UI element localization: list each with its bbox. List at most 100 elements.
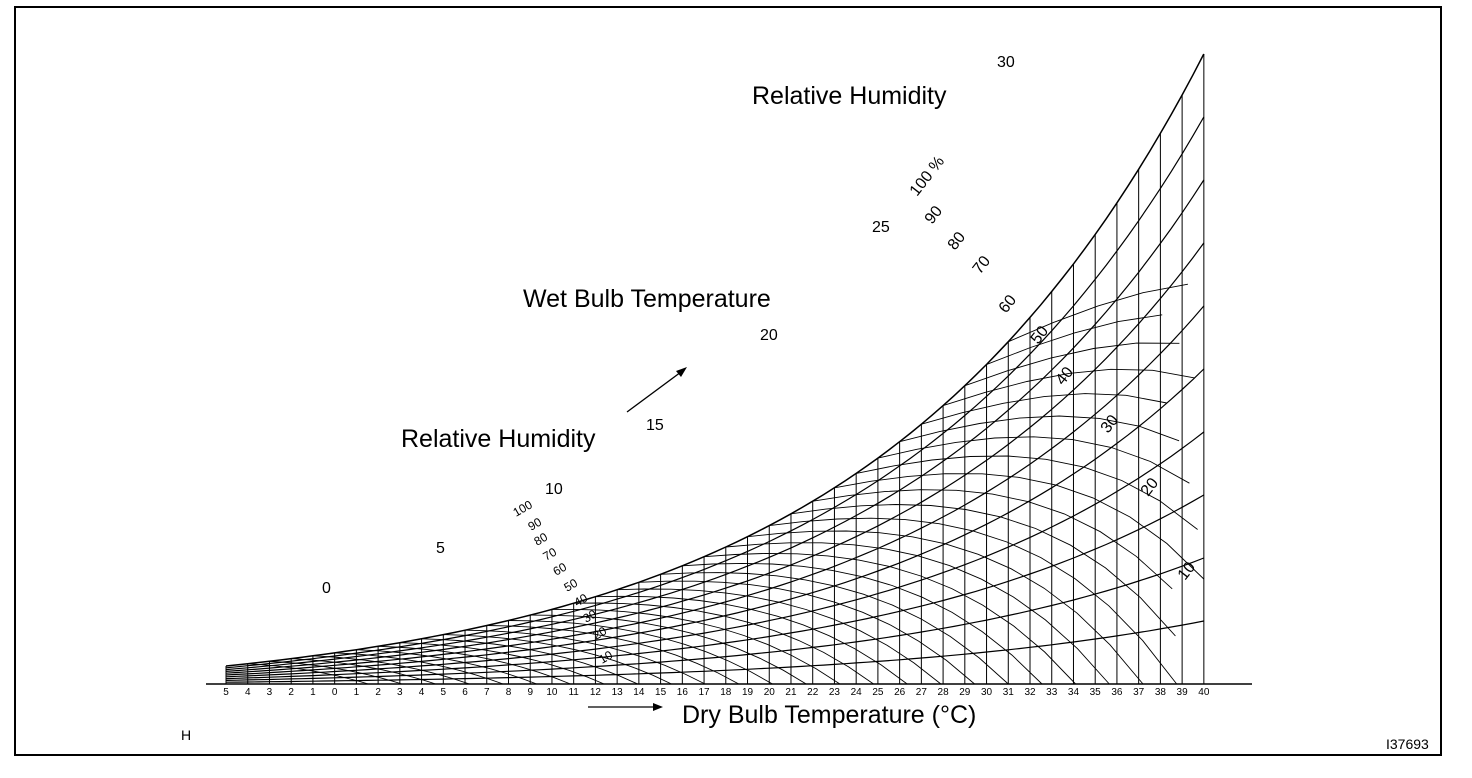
rh-curve	[225, 494, 1205, 680]
rh-curve-label: 90	[922, 203, 946, 228]
x-tick-label: 32	[1024, 687, 1036, 698]
rh-curve	[225, 557, 1205, 681]
wet-bulb-line	[986, 314, 1163, 365]
x-tick-label: 18	[720, 687, 732, 698]
rh-top-label: Relative Humidity	[752, 82, 947, 110]
x-tick-label: 16	[677, 687, 689, 698]
x-tick-label: 1	[354, 687, 360, 698]
rh-curve	[225, 116, 1205, 669]
wet-bulb-line	[812, 489, 1173, 590]
rh-left-label: Relative Humidity	[401, 425, 596, 453]
wet-bulb-line	[942, 368, 1195, 407]
rh-curve-label: 50	[1028, 323, 1052, 348]
x-tick-label: 9	[527, 687, 533, 698]
x-tick-label: 12	[590, 687, 602, 698]
corner-h-label: H	[181, 727, 191, 743]
rh-curve	[225, 305, 1205, 674]
x-tick-label: 26	[894, 687, 906, 698]
wet-bulb-value-label: 5	[436, 540, 445, 557]
rh-curve-labels: 100 %90807060504030201010090807060504030…	[511, 153, 1200, 666]
x-tick-label: 3	[267, 687, 273, 698]
rh-left-label: 40	[572, 591, 591, 610]
dry-bulb-arrow	[588, 703, 663, 711]
wet-bulb-line	[834, 473, 1205, 580]
x-tick-label: 15	[655, 687, 667, 698]
chart-grid	[225, 54, 1205, 685]
wet-bulb-arrow	[626, 367, 687, 413]
rh-curve-label: 10	[1175, 559, 1199, 584]
rh-left-label: 50	[562, 576, 581, 595]
rh-left-label: 80	[532, 530, 551, 549]
rh-curve	[225, 431, 1205, 678]
wet-bulb-labels: 0 5 10 15 20 25 30	[322, 54, 1015, 597]
x-tick-label: 4	[419, 687, 425, 698]
x-tick-label: 30	[981, 687, 993, 698]
x-tick-label: 2	[288, 687, 294, 698]
wet-bulb-value-label: 20	[760, 327, 778, 344]
x-tick-label: 19	[742, 687, 754, 698]
x-tick-label: 20	[764, 687, 776, 698]
x-tick-label: 14	[633, 687, 645, 698]
x-tick-label: 7	[484, 687, 490, 698]
x-tick-label: 5	[441, 687, 447, 698]
x-tick-label: 13	[612, 687, 624, 698]
x-tick-label: 29	[959, 687, 971, 698]
wet-bulb-value-label: 25	[872, 219, 890, 236]
x-tick-label: 25	[872, 687, 884, 698]
x-tick-label: 37	[1133, 687, 1145, 698]
x-tick-label: 0	[332, 687, 338, 698]
rh-curve-label: 100 %	[907, 153, 948, 199]
wet-bulb-label: Wet Bulb Temperature	[523, 285, 771, 313]
x-tick-label: 22	[807, 687, 819, 698]
figure-id: I37693	[1386, 736, 1429, 752]
x-tick-label: 21	[785, 687, 797, 698]
rh-left-label: 30	[581, 607, 600, 626]
wet-bulb-line	[921, 393, 1167, 425]
wet-bulb-line	[530, 614, 807, 685]
x-tick-label: 40	[1198, 687, 1210, 698]
x-tick-label: 34	[1068, 687, 1080, 698]
rh-curve	[225, 179, 1205, 671]
x-axis: 5 4 3 2 1 0 1 2 3 4 5 6 7 8 9 10 11 12 13 14 15 16 17 18 19 20 21 2…	[206, 683, 1252, 698]
x-tick-label: 5	[223, 687, 229, 698]
x-tick-label: 3	[397, 687, 403, 698]
x-tick-label: 28	[938, 687, 950, 698]
x-tick-label: 4	[245, 687, 251, 698]
x-tick-label: 2	[375, 687, 381, 698]
rh-curve	[225, 368, 1205, 676]
rh-curve-label: 80	[945, 229, 969, 254]
x-tick-label: 1	[310, 687, 316, 698]
dry-bulb-label: Dry Bulb Temperature (°C)	[682, 701, 976, 729]
wet-bulb-line	[1008, 283, 1188, 343]
wet-bulb-value-label: 15	[646, 417, 664, 434]
x-tick-label: 17	[698, 687, 710, 698]
x-tick-label: 11	[568, 687, 579, 698]
x-tick-label: 23	[829, 687, 841, 698]
wet-bulb-line	[508, 620, 773, 685]
rh-curves	[225, 53, 1205, 683]
rh-curve-label: 70	[970, 253, 994, 278]
x-tick-label: 27	[916, 687, 928, 698]
x-tick-label: 24	[851, 687, 863, 698]
x-tick-label: 36	[1111, 687, 1123, 698]
wet-bulb-line	[704, 552, 1076, 685]
wet-bulb-line	[790, 504, 1176, 637]
rh-left-label: 90	[526, 515, 545, 534]
wet-bulb-line	[877, 436, 1190, 484]
rh-left-label: 60	[551, 560, 570, 579]
rh-left-label: 20	[591, 624, 610, 643]
x-tick-label: 6	[462, 687, 468, 698]
x-tick-label: 31	[1003, 687, 1015, 698]
wet-bulb-value-label: 0	[322, 580, 331, 597]
wet-bulb-line	[856, 455, 1198, 530]
rh-curve-label: 20	[1138, 475, 1162, 500]
wet-bulb-value-label: 10	[545, 481, 563, 498]
rh-curve	[225, 53, 1205, 667]
rh-curve-label: 60	[996, 292, 1020, 317]
wet-bulb-value-label: 30	[997, 54, 1015, 71]
x-tick-label: 39	[1177, 687, 1189, 698]
x-tick-label: 35	[1090, 687, 1102, 698]
x-tick-label: 10	[546, 687, 558, 698]
wet-bulb-line	[964, 342, 1180, 387]
